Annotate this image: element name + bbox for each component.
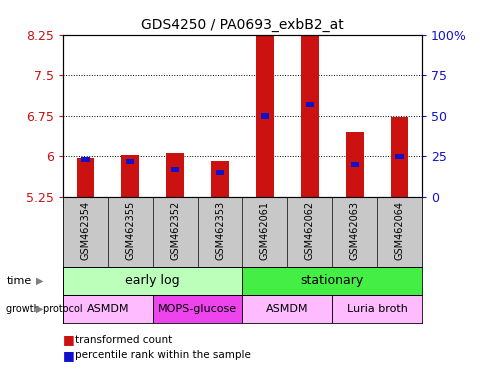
Bar xyxy=(260,113,269,119)
Bar xyxy=(76,158,94,197)
Bar xyxy=(211,161,228,197)
Bar xyxy=(394,154,403,159)
Bar xyxy=(166,153,184,197)
Text: GSM462063: GSM462063 xyxy=(349,200,359,260)
Bar xyxy=(350,162,358,167)
Text: ▶: ▶ xyxy=(36,304,44,314)
Bar xyxy=(63,295,152,323)
Bar xyxy=(305,102,313,107)
Text: MOPS-glucose: MOPS-glucose xyxy=(158,304,237,314)
Bar xyxy=(300,25,318,197)
Bar xyxy=(390,118,408,197)
Text: ■: ■ xyxy=(63,349,75,362)
Text: GSM462062: GSM462062 xyxy=(304,200,314,260)
Text: GSM462061: GSM462061 xyxy=(259,200,270,260)
Text: transformed count: transformed count xyxy=(75,335,172,345)
Text: stationary: stationary xyxy=(300,274,363,287)
Bar xyxy=(345,132,363,197)
Bar xyxy=(256,33,273,197)
Text: ASMDM: ASMDM xyxy=(266,304,308,314)
Bar xyxy=(63,267,242,295)
Text: ■: ■ xyxy=(63,333,75,346)
Text: Luria broth: Luria broth xyxy=(346,304,407,314)
Bar xyxy=(242,295,332,323)
Bar xyxy=(126,159,134,164)
Text: ▶: ▶ xyxy=(36,276,44,286)
Bar xyxy=(121,156,139,197)
Text: ASMDM: ASMDM xyxy=(87,304,129,314)
Text: growth protocol: growth protocol xyxy=(6,304,83,314)
Text: GSM462354: GSM462354 xyxy=(80,200,91,260)
Bar xyxy=(81,157,90,162)
Title: GDS4250 / PA0693_exbB2_at: GDS4250 / PA0693_exbB2_at xyxy=(141,18,343,32)
Text: time: time xyxy=(6,276,31,286)
Bar xyxy=(242,267,421,295)
Bar xyxy=(152,295,242,323)
Text: early log: early log xyxy=(125,274,180,287)
Text: GSM462352: GSM462352 xyxy=(170,200,180,260)
Bar xyxy=(215,170,224,175)
Text: GSM462353: GSM462353 xyxy=(214,200,225,260)
Text: percentile rank within the sample: percentile rank within the sample xyxy=(75,350,251,360)
Text: GSM462355: GSM462355 xyxy=(125,200,135,260)
Bar xyxy=(171,167,179,172)
Text: GSM462064: GSM462064 xyxy=(393,200,404,260)
Bar xyxy=(332,295,421,323)
